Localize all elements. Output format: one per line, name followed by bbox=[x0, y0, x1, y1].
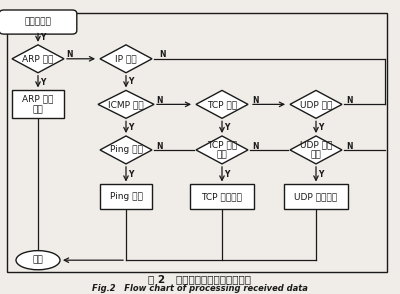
Text: Y: Y bbox=[40, 78, 46, 87]
Text: Y: Y bbox=[40, 34, 46, 42]
Text: ICMP 数据: ICMP 数据 bbox=[108, 100, 144, 109]
Text: Y: Y bbox=[224, 123, 230, 132]
Text: ARP 协议
处理: ARP 协议 处理 bbox=[22, 95, 54, 114]
Text: TCP 数据: TCP 数据 bbox=[207, 100, 237, 109]
Text: Y: Y bbox=[318, 123, 324, 132]
Text: N: N bbox=[156, 142, 162, 151]
Bar bbox=[100, 185, 152, 209]
Bar bbox=[12, 90, 64, 118]
Text: Ping 请求: Ping 请求 bbox=[110, 146, 142, 154]
Text: 图 2   处理接收数据的程序流程图: 图 2 处理接收数据的程序流程图 bbox=[148, 274, 252, 284]
Text: TCP 端口
正确: TCP 端口 正确 bbox=[207, 140, 237, 160]
Polygon shape bbox=[100, 45, 152, 73]
Text: Y: Y bbox=[128, 77, 134, 86]
Polygon shape bbox=[290, 91, 342, 118]
Text: N: N bbox=[156, 96, 162, 105]
Text: UDP 端口
正确: UDP 端口 正确 bbox=[300, 140, 332, 160]
Polygon shape bbox=[196, 136, 248, 164]
Text: ARP 数据: ARP 数据 bbox=[22, 54, 54, 63]
Polygon shape bbox=[98, 91, 154, 118]
Text: Y: Y bbox=[318, 170, 324, 179]
Text: TCP 协议处理: TCP 协议处理 bbox=[202, 193, 242, 201]
Text: Y: Y bbox=[224, 170, 230, 179]
Text: N: N bbox=[346, 142, 352, 151]
Text: Fig.2   Flow chart of processing received data: Fig.2 Flow chart of processing received … bbox=[92, 284, 308, 293]
Text: 返回: 返回 bbox=[33, 256, 43, 265]
Polygon shape bbox=[100, 136, 152, 164]
Polygon shape bbox=[290, 136, 342, 164]
Text: Ping 应答: Ping 应答 bbox=[110, 193, 142, 201]
Bar bbox=[7, 13, 387, 272]
Text: Y: Y bbox=[128, 170, 134, 179]
Bar bbox=[190, 185, 254, 209]
Text: N: N bbox=[66, 51, 72, 59]
Text: IP 数据: IP 数据 bbox=[115, 54, 137, 63]
Text: Y: Y bbox=[128, 123, 134, 132]
Text: N: N bbox=[346, 96, 352, 105]
Text: N: N bbox=[252, 142, 258, 151]
Bar bbox=[284, 185, 348, 209]
Polygon shape bbox=[12, 45, 64, 73]
Text: N: N bbox=[252, 96, 258, 105]
FancyBboxPatch shape bbox=[0, 10, 77, 34]
Polygon shape bbox=[196, 91, 248, 118]
Text: UDP 数据: UDP 数据 bbox=[300, 100, 332, 109]
Text: N: N bbox=[159, 51, 165, 59]
Text: 有网络数据: 有网络数据 bbox=[24, 18, 52, 26]
Text: UDP 协议处理: UDP 协议处理 bbox=[294, 193, 338, 201]
Ellipse shape bbox=[16, 250, 60, 270]
